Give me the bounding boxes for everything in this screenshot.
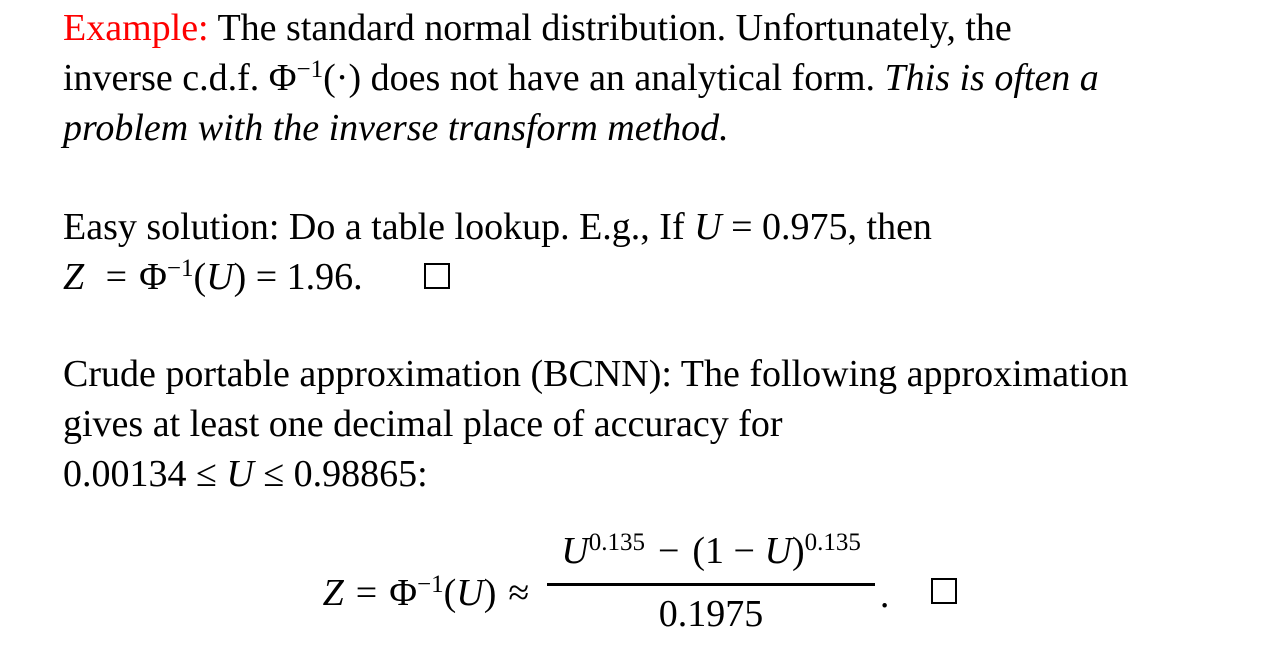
group-open: (1 −: [692, 530, 755, 572]
phi-symbol: Φ: [268, 57, 297, 99]
lookup-result: = 1.96.: [255, 256, 363, 298]
equation-lhs: Z = Φ−1(U) ≈: [323, 570, 542, 616]
lower-bound: 0.00134: [63, 453, 187, 495]
exponent: 0.135: [804, 529, 861, 556]
minus-sign: −: [657, 530, 680, 572]
easy-solution-line-2: Z = Φ−1(U) = 1.96.: [63, 252, 932, 302]
bcnn-line-3: 0.00134 ≤ U ≤ 0.98865:: [63, 449, 1128, 499]
phi-exponent: −1: [296, 56, 324, 83]
exponent: 0.135: [588, 529, 645, 556]
close-paren: ): [233, 256, 247, 298]
example-line2-mid: does not have an analytical form.: [370, 57, 875, 99]
easy-solution-line-1: Easy solution: Do a table lookup. E.g., …: [63, 202, 932, 252]
u-variable: U: [561, 530, 589, 572]
group-close: ): [791, 530, 805, 572]
easy-solution-pre: Easy solution: Do a table lookup. E.g., …: [63, 206, 685, 248]
fraction: U0.135− (1 − U)0.135 0.1975: [547, 528, 875, 637]
example-paragraph: Example: The standard normal distributio…: [63, 3, 1099, 153]
approx-sign: ≈: [508, 571, 530, 614]
u-variable: U: [694, 206, 722, 248]
example-line1-text: The standard normal distribution. Unfort…: [217, 7, 1012, 49]
example-line2-italic: This is often a: [884, 57, 1099, 99]
open-paren: (: [193, 256, 207, 298]
u-variable: U: [226, 453, 254, 495]
phi-inverse-expression: Φ−1(·): [269, 57, 361, 99]
bcnn-line-2: gives at least one decimal place of accu…: [63, 403, 783, 445]
open-paren: (: [443, 571, 457, 614]
fraction-denominator: 0.1975: [547, 583, 875, 637]
leq-sign: ≤: [196, 453, 217, 495]
qed-square-icon: [931, 577, 958, 604]
phi-symbol: Φ: [389, 571, 418, 614]
z-variable: Z: [322, 571, 344, 614]
example-line-2: inverse c.d.f. Φ−1(·) does not have an a…: [63, 53, 1099, 103]
equals-sign: =: [105, 256, 128, 298]
u-variable: U: [764, 530, 792, 572]
u-variable: U: [456, 571, 484, 614]
example-line-3: problem with the inverse transform metho…: [63, 107, 729, 149]
qed-square-icon: [424, 263, 451, 289]
phi-argument: (·): [323, 57, 362, 99]
example-label: Example:: [63, 7, 209, 49]
bcnn-equation: Z = Φ−1(U) ≈ U0.135− (1 − U)0.135 0.1975 .: [0, 528, 1280, 637]
easy-solution-paragraph: Easy solution: Do a table lookup. E.g., …: [63, 202, 932, 302]
example-line-1: Example: The standard normal distributio…: [63, 3, 1099, 53]
easy-solution-post: = 0.975, then: [731, 206, 932, 248]
equation-period: .: [879, 573, 890, 616]
close-paren: ): [483, 571, 497, 614]
equals-sign: =: [355, 571, 378, 614]
u-variable: U: [206, 256, 234, 298]
example-line2-pre: inverse c.d.f.: [63, 57, 260, 99]
phi-exponent: −1: [166, 255, 194, 282]
phi-symbol: Φ: [139, 256, 167, 298]
bcnn-line-1: Crude portable approximation (BCNN): The…: [63, 353, 1129, 395]
leq-sign: ≤: [263, 453, 285, 495]
upper-bound: 0.98865:: [293, 453, 428, 495]
fraction-numerator: U0.135− (1 − U)0.135: [547, 528, 875, 583]
phi-exponent: −1: [417, 570, 444, 598]
bcnn-paragraph: Crude portable approximation (BCNN): The…: [63, 349, 1128, 499]
z-variable: Z: [63, 256, 85, 298]
